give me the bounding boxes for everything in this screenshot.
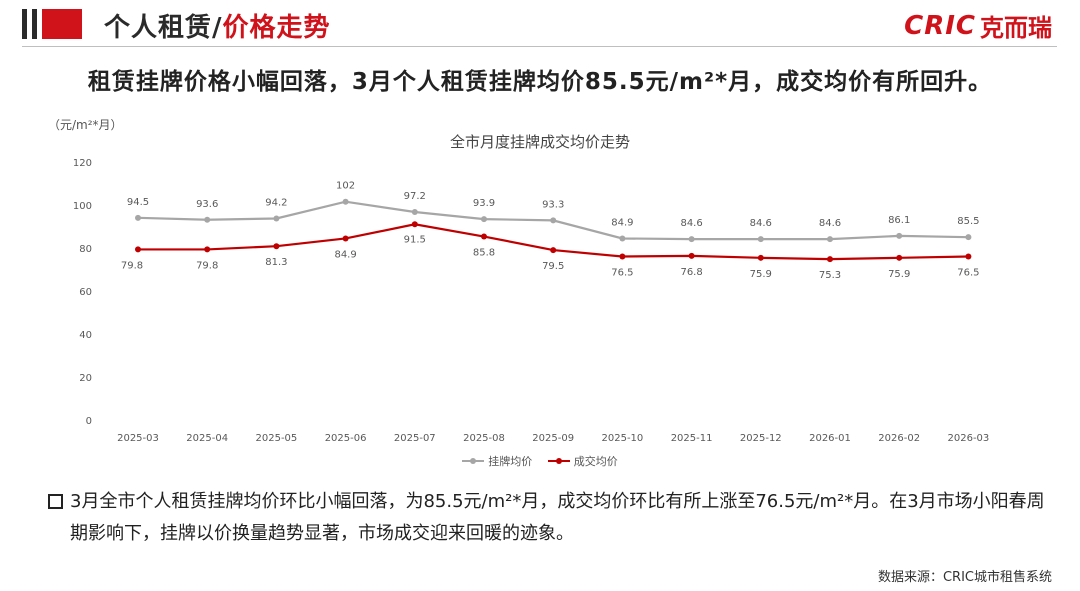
data-point-listing — [827, 236, 833, 243]
x-tick-label: 2025-09 — [532, 433, 574, 444]
data-point-listing — [896, 232, 903, 239]
x-tick-label: 2025-07 — [394, 433, 436, 444]
data-point-deal — [827, 256, 833, 263]
line-chart: 0 20 40 60 80 100 120 2025-03 2025-04 2025-05 2025… — [73, 158, 990, 444]
data-label-deal: 84.9 — [334, 249, 356, 260]
y-tick-label: 0 — [86, 416, 92, 427]
legend-label-deal: 成交均价 — [573, 455, 618, 468]
data-point-listing — [273, 215, 280, 222]
analysis-note: 3月全市个人租赁挂牌均价环比小幅回落，为85.5元/m²*月，成交均价环比有所上… — [48, 486, 1060, 550]
data-point-listing — [757, 236, 764, 243]
data-point-deal — [204, 246, 211, 253]
data-label-deal: 75.9 — [888, 269, 910, 280]
x-tick-label: 2025-04 — [186, 433, 228, 444]
data-label-listing: 85.5 — [957, 216, 979, 227]
legend-swatch-deal — [547, 458, 570, 464]
data-point-listing — [619, 235, 626, 242]
bullet-square-icon — [48, 494, 63, 509]
legend-item-deal: 成交均价 — [547, 453, 618, 469]
chart-unit-label: （元/m²*月） — [48, 118, 123, 132]
data-point-deal — [135, 246, 141, 253]
logo-text-en: CRIC — [904, 10, 976, 41]
data-label-deal: 76.5 — [957, 268, 979, 279]
y-tick-label: 20 — [79, 373, 92, 384]
data-label-deal: 76.5 — [611, 268, 633, 279]
y-tick-label: 100 — [73, 201, 92, 212]
y-tick-label: 120 — [73, 158, 92, 169]
data-point-deal — [619, 253, 626, 260]
y-tick-label: 40 — [79, 330, 92, 341]
data-label-listing: 84.6 — [750, 218, 772, 229]
data-label-listing: 84.6 — [819, 218, 841, 229]
y-tick-label: 80 — [79, 244, 92, 255]
data-label-listing: 86.1 — [888, 215, 910, 226]
legend-label-listing: 挂牌均价 — [488, 455, 533, 468]
data-label-listing: 93.6 — [196, 199, 218, 210]
data-label-deal: 79.8 — [196, 260, 218, 271]
x-tick-label: 2025-10 — [602, 433, 644, 444]
data-label-deal: 79.8 — [121, 260, 143, 271]
data-label-listing: 84.9 — [611, 217, 633, 228]
data-point-deal — [896, 254, 903, 261]
data-point-deal — [481, 233, 487, 240]
data-point-listing — [135, 214, 141, 221]
data-label-listing: 97.2 — [404, 191, 426, 202]
page-title-highlight: 价格走势 — [222, 13, 331, 43]
data-label-deal: 75.3 — [819, 270, 841, 281]
chart-title: 全市月度挂牌成交均价走势 — [449, 133, 630, 151]
data-point-listing — [550, 217, 557, 224]
page-title-prefix: 个人租赁/ — [104, 13, 223, 43]
data-point-deal — [757, 254, 764, 261]
legend-item-listing: 挂牌均价 — [462, 453, 532, 469]
x-tick-label: 2025-12 — [740, 433, 782, 444]
x-tick-label: 2025-05 — [256, 433, 298, 444]
series-line-deal — [138, 223, 969, 261]
data-point-deal — [965, 253, 972, 260]
data-point-deal — [688, 252, 695, 259]
header-red-block — [42, 9, 82, 39]
data-label-deal: 85.8 — [473, 248, 495, 259]
data-point-deal — [550, 247, 557, 254]
data-label-listing: 93.9 — [473, 198, 495, 209]
cric-logo: CRIC 克而瑞 — [904, 8, 1052, 43]
chart-legend: 挂牌均价 成交均价 — [0, 452, 1080, 469]
data-point-deal — [273, 243, 280, 250]
data-label-listing: 94.5 — [127, 197, 149, 208]
data-point-listing — [965, 234, 972, 241]
legend-swatch-listing — [462, 458, 485, 464]
data-label-deal: 76.8 — [680, 267, 702, 278]
data-label-listing: 93.3 — [542, 199, 564, 210]
data-label-listing: 94.2 — [265, 197, 287, 208]
data-source: 数据来源：CRIC城市租售系统 — [877, 570, 1052, 585]
x-tick-label: 2025-11 — [671, 433, 713, 444]
y-tick-label: 60 — [79, 287, 92, 298]
data-label-deal: 75.9 — [750, 269, 772, 280]
data-label-deal: 79.5 — [542, 261, 564, 272]
data-point-deal — [411, 221, 418, 228]
page-title: 个人租赁/价格走势 — [104, 7, 331, 44]
data-point-listing — [411, 209, 418, 216]
logo-text-zh: 克而瑞 — [980, 14, 1052, 42]
data-label-listing: 84.6 — [680, 218, 702, 229]
headline: 租赁挂牌价格小幅回落，3月个人租赁挂牌均价85.5元/m²*月，成交均价有所回升… — [87, 69, 993, 95]
x-tick-label: 2025-03 — [117, 433, 159, 444]
data-point-listing — [342, 198, 349, 205]
data-point-listing — [481, 216, 487, 223]
x-tick-label: 2025-08 — [463, 433, 505, 444]
analysis-note-text: 3月全市个人租赁挂牌均价环比小幅回落，为85.5元/m²*月，成交均价环比有所上… — [70, 491, 1045, 544]
header-divider — [22, 46, 1057, 47]
x-tick-label: 2026-03 — [948, 433, 990, 444]
x-tick-label: 2026-01 — [809, 433, 851, 444]
x-tick-label: 2026-02 — [878, 433, 920, 444]
x-tick-label: 2025-06 — [325, 433, 367, 444]
data-label-listing: 102 — [336, 181, 355, 192]
data-label-deal: 81.3 — [265, 257, 287, 268]
data-point-listing — [688, 236, 695, 243]
data-point-deal — [342, 235, 349, 242]
data-point-listing — [204, 216, 211, 223]
data-label-deal: 91.5 — [404, 234, 426, 245]
